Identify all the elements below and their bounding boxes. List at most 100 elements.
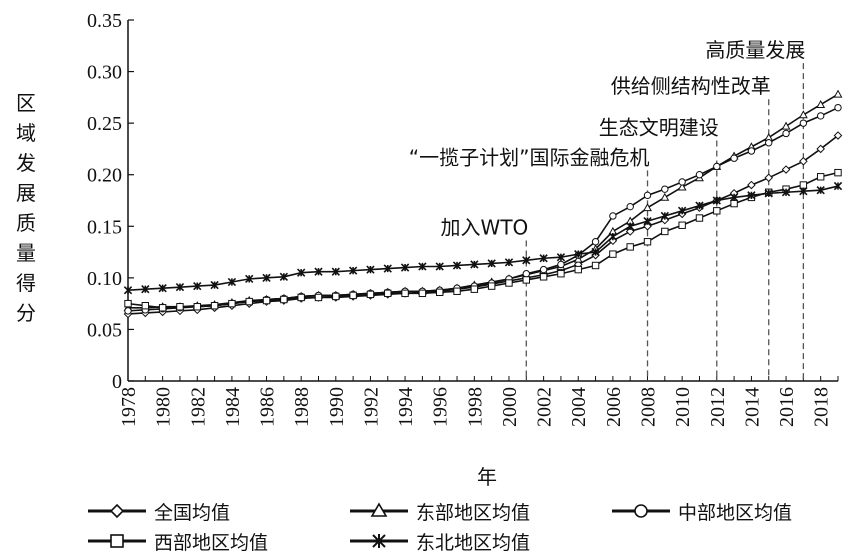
data-point: [175, 282, 185, 292]
data-point: [332, 292, 340, 301]
data-point: [660, 211, 669, 221]
x-tick-label: 1980: [153, 387, 175, 427]
data-point: [418, 289, 427, 298]
data-point: [573, 254, 583, 263]
y-tick-label: 0.35: [87, 10, 122, 32]
data-point: [574, 265, 582, 274]
data-point: [626, 243, 634, 251]
data-point: [713, 207, 721, 215]
data-point: [487, 259, 496, 268]
data-point: [418, 262, 427, 271]
data-point: [522, 256, 531, 265]
data-point: [141, 285, 150, 294]
data-point: [366, 290, 375, 299]
data-point: [660, 192, 670, 201]
x-tick-label: 2014: [741, 387, 763, 427]
data-point: [470, 285, 479, 293]
x-tick-label: 1990: [326, 387, 348, 427]
data-point: [781, 165, 791, 174]
series-star: [123, 181, 843, 295]
data-point: [487, 282, 496, 290]
y-axis-label-char: 发: [16, 151, 36, 175]
data-point: [609, 250, 617, 258]
diamond-marker-icon: [88, 503, 146, 519]
data-point: [124, 307, 132, 315]
data-point: [643, 203, 652, 212]
data-point: [366, 265, 375, 274]
x-tick-label: 1992: [360, 387, 382, 427]
event-label: 加入WTO: [441, 216, 529, 240]
data-point: [609, 212, 617, 220]
event-label: 高质量发展: [705, 38, 805, 62]
data-point: [626, 202, 634, 211]
data-point: [210, 302, 219, 310]
data-point: [262, 296, 271, 305]
data-point: [799, 156, 808, 166]
data-point: [747, 147, 756, 155]
data-point: [713, 162, 721, 171]
data-point: [436, 288, 444, 296]
data-point: [297, 268, 306, 277]
data-point: [279, 272, 289, 281]
data-point: [557, 260, 565, 269]
data-point: [557, 270, 565, 278]
data-point: [556, 253, 566, 262]
data-point: [227, 277, 237, 287]
circle-marker-icon: [612, 504, 670, 518]
data-point: [297, 293, 305, 302]
data-point: [193, 303, 201, 311]
data-point: [435, 262, 444, 271]
x-tick-label: 1978: [118, 387, 140, 427]
data-point: [158, 284, 167, 293]
data-point: [141, 302, 150, 310]
data-point: [834, 168, 842, 177]
data-point: [539, 254, 548, 263]
data-point: [833, 131, 843, 140]
legend-item-central: 中部地区均值: [612, 498, 792, 524]
event-label: “一揽子计划”国际金融危机: [409, 145, 650, 169]
data-point: [781, 121, 791, 130]
event-label: 供给侧结构性改革: [611, 74, 771, 98]
data-point: [712, 196, 721, 205]
data-point: [245, 274, 254, 284]
data-point: [400, 263, 410, 272]
x-tick-label: 1986: [257, 387, 279, 427]
data-point: [643, 221, 652, 231]
x-tick-label: 1982: [187, 387, 209, 427]
data-point: [280, 295, 288, 304]
series-group: [123, 89, 843, 319]
line-chart: 0 0.05 0.10 0.15 0.20 0.25 0.30 0.35 1978 1980 198…: [16, 10, 843, 489]
y-axis-label-char: 展: [16, 181, 36, 205]
legend-item-east: 东部地区均值: [350, 498, 530, 524]
data-point: [505, 279, 513, 287]
y-axis-label-char: 分: [16, 301, 36, 325]
data-point: [695, 201, 704, 210]
annotations: 加入WTO “一揽子计划”国际金融危机 生态文明建设 供给侧结构性改革 高质量发展: [409, 38, 806, 239]
x-tick-label: 2008: [638, 387, 660, 427]
data-point: [348, 266, 358, 275]
data-point: [799, 181, 808, 189]
square-marker-icon: [88, 534, 146, 548]
data-point: [331, 267, 340, 276]
legend-item-northeast: 东北地区均值: [350, 528, 530, 554]
y-tick-label: 0: [112, 371, 122, 393]
data-point: [643, 238, 652, 246]
data-point: [539, 273, 548, 281]
data-point: [384, 289, 392, 298]
data-point: [314, 293, 323, 302]
legend-label: 东部地区均值: [416, 501, 531, 524]
legend-item-west: 西部地区均值: [88, 528, 268, 554]
data-point: [193, 281, 202, 291]
data-point: [764, 173, 774, 183]
data-point: [314, 267, 323, 276]
data-point: [661, 227, 669, 236]
data-point: [729, 193, 739, 202]
data-point: [764, 189, 773, 198]
data-point: [245, 297, 253, 306]
data-point: [747, 191, 756, 200]
data-point: [677, 206, 687, 215]
data-point: [695, 214, 704, 222]
data-point: [158, 304, 167, 312]
data-point: [626, 222, 635, 231]
